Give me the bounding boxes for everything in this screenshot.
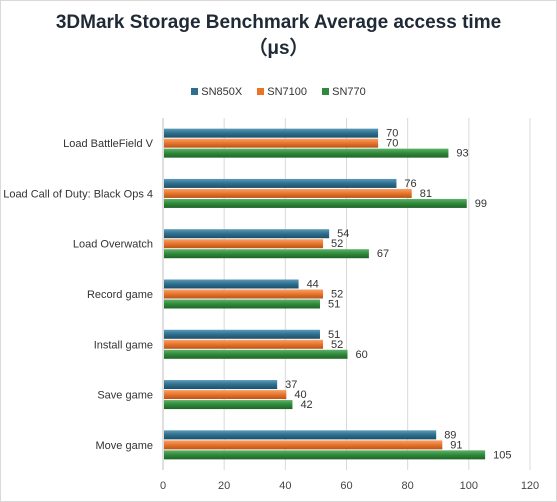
x-tick-label: 100 <box>460 480 478 492</box>
legend-label-sn7100: SN7100 <box>267 86 308 98</box>
data-label: 37 <box>285 379 297 391</box>
bar-sn770-4 <box>164 349 348 359</box>
legend-label-sn770: SN770 <box>332 86 366 98</box>
x-tick-label: 20 <box>218 480 230 492</box>
data-label: 93 <box>456 148 468 160</box>
bar-sn770-1 <box>164 198 467 208</box>
bar-sn850x-1 <box>164 178 397 188</box>
data-label: 70 <box>386 128 398 140</box>
bar-sn770-2 <box>164 249 369 259</box>
category-label: Load Call of Duty: Black Ops 4 <box>3 188 153 200</box>
data-label: 42 <box>300 399 312 411</box>
chart-title-line2: （μs） <box>248 38 309 59</box>
bar-sn7100-1 <box>164 188 412 198</box>
category-label: Save game <box>97 390 153 402</box>
legend-label-sn850x: SN850X <box>201 86 243 98</box>
data-label: 67 <box>377 248 389 260</box>
bar-sn7100-5 <box>164 390 287 400</box>
data-label: 51 <box>328 329 340 341</box>
category-label: Record game <box>87 289 153 301</box>
data-label: 51 <box>328 299 340 311</box>
bar-sn770-3 <box>164 299 320 309</box>
x-tick-label: 120 <box>521 480 539 492</box>
legend-swatch-sn770 <box>322 88 330 95</box>
bar-sn7100-4 <box>164 339 324 349</box>
category-label: Install game <box>94 339 153 351</box>
data-label: 40 <box>294 389 306 401</box>
bar-sn850x-0 <box>164 128 379 138</box>
chart-title-line1: 3DMark Storage Benchmark Average access … <box>55 12 502 33</box>
category-label: Load Overwatch <box>73 239 153 251</box>
x-tick-label: 80 <box>402 480 414 492</box>
data-label: 54 <box>337 228 349 240</box>
chart-legend: SN850X SN7100 SN770 <box>0 86 557 98</box>
legend-item-sn850x: SN850X <box>191 86 242 98</box>
bar-sn770-5 <box>164 400 293 410</box>
bar-sn770-0 <box>164 148 449 158</box>
bar-sn7100-6 <box>164 440 443 450</box>
data-label: 60 <box>356 349 368 361</box>
bar-sn7100-0 <box>164 138 379 148</box>
data-label: 52 <box>331 289 343 301</box>
bar-sn850x-6 <box>164 430 437 440</box>
bar-sn850x-2 <box>164 229 330 239</box>
bar-sn7100-2 <box>164 239 324 249</box>
bar-sn850x-4 <box>164 329 320 339</box>
bar-sn850x-3 <box>164 279 299 289</box>
legend-item-sn770: SN770 <box>322 86 366 98</box>
legend-swatch-sn850x <box>191 88 199 95</box>
bar-sn850x-5 <box>164 380 278 390</box>
data-label: 99 <box>475 198 487 210</box>
chart-title: 3DMark Storage Benchmark Average access … <box>0 10 557 62</box>
data-label: 81 <box>420 188 432 200</box>
data-label: 52 <box>331 339 343 351</box>
bar-sn770-6 <box>164 450 486 460</box>
legend-item-sn7100: SN7100 <box>257 86 307 98</box>
legend-swatch-sn7100 <box>257 88 265 95</box>
data-label: 91 <box>450 439 462 451</box>
x-tick-label: 40 <box>279 480 291 492</box>
category-label: Move game <box>96 440 153 452</box>
data-label: 70 <box>386 138 398 150</box>
bar-sn7100-3 <box>164 289 324 299</box>
data-label: 44 <box>307 279 319 291</box>
data-label: 105 <box>493 449 511 461</box>
data-label: 89 <box>444 429 456 441</box>
data-label: 76 <box>404 178 416 190</box>
category-label: Load BattleField V <box>63 138 154 150</box>
x-tick-label: 60 <box>340 480 352 492</box>
data-label: 52 <box>331 238 343 250</box>
x-tick-label: 0 <box>160 480 166 492</box>
